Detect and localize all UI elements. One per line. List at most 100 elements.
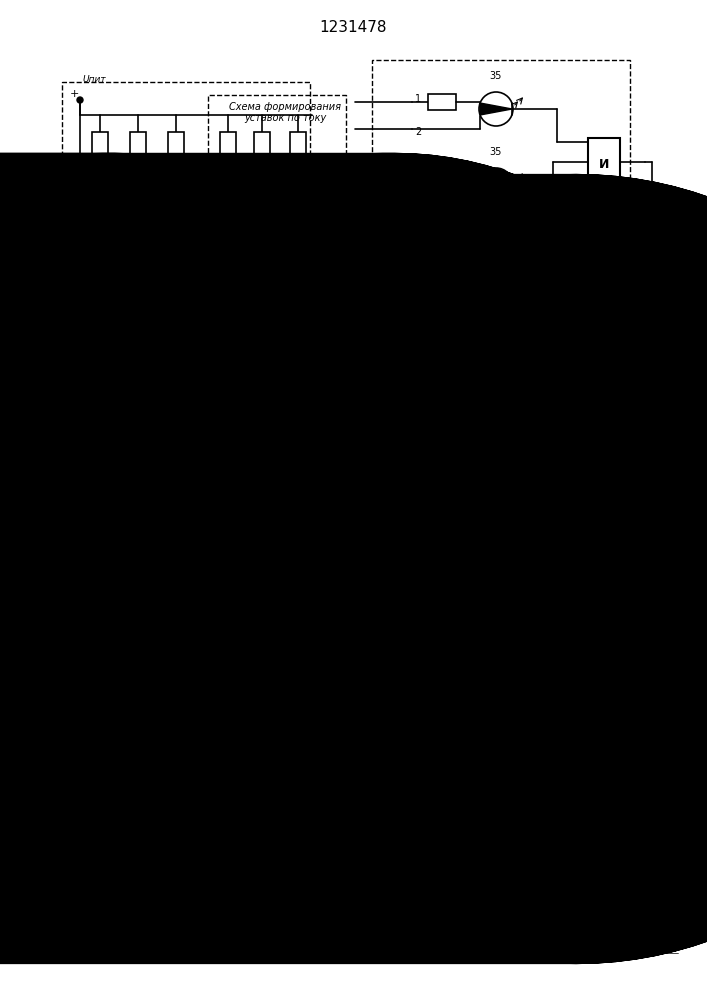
Text: 6: 6 [295, 315, 301, 325]
Text: к: к [82, 745, 88, 755]
Text: II: II [458, 415, 466, 429]
Text: н: н [584, 746, 590, 754]
Text: и: и [81, 720, 88, 730]
Polygon shape [168, 172, 184, 188]
Bar [92, 132, 108, 154]
Text: Подписное: Подписное [580, 884, 641, 894]
Text: Корректор  И.Муска: Корректор И.Муска [535, 862, 645, 872]
Text: 6: 6 [415, 279, 421, 289]
Bar [130, 172, 146, 194]
Text: 3: 3 [415, 170, 421, 180]
Text: Схема формирования: Схема формирования [229, 102, 341, 112]
Text: IТАУ: IТАУ [378, 406, 398, 414]
Text: 35: 35 [490, 147, 502, 157]
Text: п: п [584, 796, 590, 804]
Text: IТАУ: IТАУ [98, 406, 118, 414]
Text: Фиг.4: Фиг.4 [168, 365, 201, 375]
Text: 5: 5 [415, 246, 421, 256]
Bar [220, 132, 236, 154]
Text: Заказ  2562/51: Заказ 2562/51 [75, 884, 156, 894]
Polygon shape [290, 172, 306, 188]
Text: а: а [84, 449, 90, 459]
Text: Фиг.6: Фиг.6 [337, 815, 370, 825]
Text: л: л [82, 770, 88, 780]
Text: ж: ж [79, 670, 88, 680]
Text: Тираж  728: Тираж 728 [300, 884, 362, 894]
Text: 2: 2 [415, 127, 421, 137]
Text: t₀ t₁t₂t₃: t₀ t₁t₂t₃ [134, 504, 162, 512]
Text: Редактор  А.Гулько: Редактор А.Гулько [100, 862, 206, 872]
Text: Фиг.5: Фиг.5 [481, 369, 515, 379]
Polygon shape [480, 103, 512, 115]
Bar [168, 132, 184, 154]
Polygon shape [480, 179, 512, 191]
Bar [62, 82, 310, 334]
Text: t₀  t₁t₂t₃: t₀ t₁t₂t₃ [405, 504, 435, 512]
Bar [168, 212, 184, 234]
Bar [588, 138, 620, 190]
Text: ж: ж [584, 595, 592, 604]
Bar [372, 60, 630, 348]
Text: б: б [84, 511, 90, 521]
Text: 4: 4 [225, 315, 231, 325]
Bar [428, 94, 456, 110]
Bar [254, 172, 270, 194]
Text: О: О [584, 770, 591, 780]
Text: 113035, Москва, Ж-35, Раушская наб., д. 4/5: 113035, Москва, Ж-35, Раушская наб., д. … [231, 918, 475, 928]
Bar [208, 95, 346, 267]
Polygon shape [480, 255, 512, 267]
Bar [130, 212, 146, 234]
Text: 3: 3 [173, 315, 179, 325]
Text: Uпит: Uпит [82, 76, 105, 85]
Text: уставок по напряжению: уставок по напряжению [59, 349, 185, 359]
Text: д: д [81, 620, 88, 630]
Bar [428, 246, 456, 262]
Text: ВНИИПИ Государственного комитета СССР: ВНИИПИ Государственного комитета СССР [235, 896, 472, 906]
Bar [428, 170, 456, 186]
Text: л: л [584, 696, 590, 704]
Text: 1: 1 [97, 315, 103, 325]
Text: И: И [599, 157, 609, 170]
Bar [254, 257, 270, 279]
Bar [92, 257, 108, 279]
Bar [254, 212, 270, 234]
Text: б: б [364, 511, 370, 521]
Polygon shape [635, 221, 669, 235]
Bar [130, 132, 146, 154]
Circle shape [77, 97, 83, 103]
Text: г: г [83, 595, 88, 605]
Text: I: I [188, 415, 192, 429]
Text: 4: 4 [415, 203, 421, 213]
Bar [130, 257, 146, 279]
Text: t₄ t₅t₆: t₄ t₅t₆ [213, 504, 233, 512]
Text: к: к [584, 670, 590, 680]
Bar [290, 257, 306, 279]
Text: в: в [82, 570, 88, 580]
Bar [220, 212, 236, 234]
Text: 1231478: 1231478 [320, 20, 387, 35]
Bar [290, 132, 306, 154]
Text: по делам изобретений и открытий: по делам изобретений и открытий [257, 907, 449, 917]
Bar [92, 212, 108, 234]
Text: з: з [83, 695, 88, 705]
Text: и: и [584, 646, 590, 654]
Text: 5: 5 [259, 315, 265, 325]
Bar [92, 172, 108, 194]
Bar [220, 172, 236, 194]
Bar [254, 132, 270, 154]
Text: е: е [82, 645, 88, 655]
Text: Вых.бл.: Вых.бл. [584, 570, 619, 580]
Text: Схема формирования: Схема формирования [66, 338, 178, 348]
Text: 1: 1 [415, 94, 421, 104]
Text: з: з [584, 620, 589, 630]
Text: t₄t₅t₆: t₄t₅t₆ [489, 504, 508, 512]
Text: уставок по току: уставок по току [244, 113, 326, 123]
Text: М: М [584, 720, 592, 730]
Text: Составитель  В.Каменщиков: Составитель В.Каменщиков [274, 851, 432, 861]
Text: 35: 35 [490, 71, 502, 81]
Bar [220, 257, 236, 279]
Text: 36: 36 [658, 265, 670, 275]
Bar [290, 212, 306, 234]
Text: Техред  Л.Олейник: Техред Л.Олейник [310, 862, 415, 872]
Text: 2: 2 [135, 315, 141, 325]
